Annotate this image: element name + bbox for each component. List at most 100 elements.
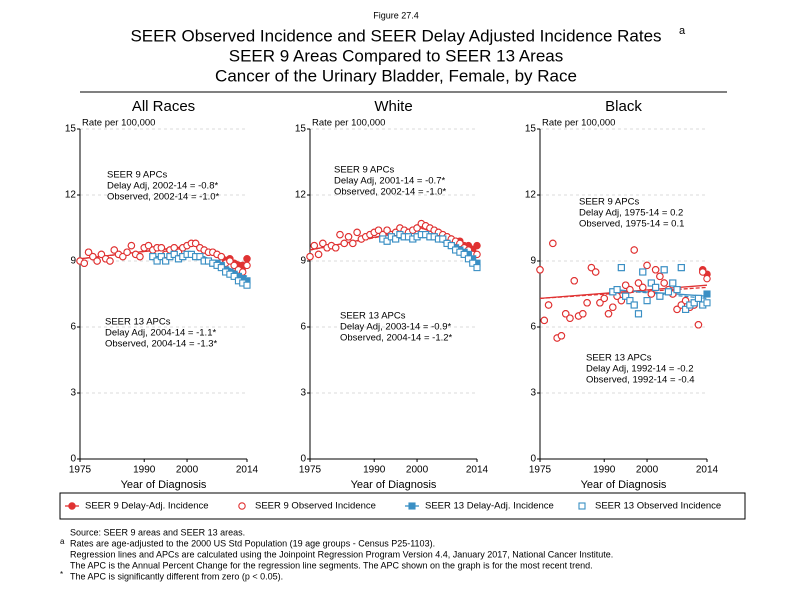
data-point — [97, 250, 106, 259]
annotation: SEER 13 APCs — [586, 353, 652, 364]
y-tick-label: 9 — [300, 256, 306, 267]
annotation: Delay Adj, 2004-14 = -1.1* — [105, 328, 216, 339]
data-point — [336, 230, 344, 239]
data-point — [127, 241, 136, 250]
data-point — [609, 303, 617, 311]
data-point — [191, 239, 200, 248]
annotation: Observed, 1975-14 = 0.1 — [579, 219, 684, 230]
data-point — [243, 261, 251, 270]
y-tick-label: 3 — [530, 388, 536, 399]
data-point — [664, 288, 673, 296]
data-point — [694, 294, 702, 302]
x-tick-label: 2014 — [696, 465, 719, 476]
legend-marker — [578, 502, 586, 510]
data-point — [110, 246, 119, 254]
data-point — [340, 239, 349, 248]
data-point — [703, 299, 711, 307]
data-point — [660, 279, 668, 287]
data-point — [622, 292, 630, 300]
data-point — [392, 235, 400, 243]
data-point — [630, 246, 638, 254]
data-point — [669, 279, 677, 287]
data-point — [413, 224, 421, 232]
y-tick-label: 0 — [530, 454, 536, 465]
annotation: SEER 9 APCs — [334, 165, 394, 176]
annotation: Delay Adj, 2002-14 = -0.8* — [107, 181, 218, 192]
legend-marker — [68, 502, 76, 510]
footnote: Rates are age-adjusted to the 2000 US St… — [70, 538, 435, 548]
data-point — [464, 255, 472, 263]
data-point — [544, 301, 553, 309]
data-point — [651, 266, 660, 274]
data-point — [243, 281, 251, 289]
y-tick-label: 12 — [525, 190, 537, 201]
data-point — [230, 272, 238, 280]
data-point — [374, 226, 383, 234]
legend-label: SEER 13 Delay-Adj. Incidence — [425, 501, 554, 512]
panel-title: White — [374, 98, 412, 115]
x-axis-label: Year of Diagnosis — [581, 479, 667, 491]
annotation: SEER 9 APCs — [579, 197, 639, 208]
data-point — [621, 281, 630, 289]
data-point — [353, 228, 361, 237]
data-point — [89, 252, 97, 261]
legend-label: SEER 9 Delay-Adj. Incidence — [85, 501, 209, 512]
data-point — [639, 283, 647, 292]
x-tick-label: 1990 — [133, 465, 156, 476]
data-point — [230, 261, 238, 270]
x-tick-label: 2000 — [176, 465, 199, 476]
data-point — [473, 264, 481, 272]
data-point — [170, 250, 178, 258]
data-point — [643, 261, 651, 270]
annotation: Delay Adj, 2003-14 = -0.9* — [340, 322, 451, 333]
panel-title: All Races — [132, 98, 195, 115]
annotation: SEER 13 APCs — [340, 311, 406, 322]
data-point — [703, 274, 711, 283]
data-point — [84, 248, 93, 256]
x-tick-label: 1975 — [529, 465, 552, 476]
data-point — [626, 285, 634, 294]
data-point — [123, 248, 131, 256]
data-point — [613, 286, 621, 294]
data-point — [243, 255, 251, 263]
data-point — [630, 301, 638, 309]
title: SEER Observed Incidence and SEER Delay A… — [130, 26, 661, 45]
y-tick-label: 15 — [65, 124, 77, 135]
data-point — [579, 310, 587, 318]
data-point — [673, 286, 681, 294]
annotation: Observed, 2002-14 = -1.0* — [334, 187, 447, 198]
y-tick-label: 0 — [300, 454, 306, 465]
data-point — [690, 299, 698, 307]
data-point — [310, 241, 319, 250]
data-point — [596, 299, 604, 307]
data-point — [383, 237, 391, 245]
footnote: Regression lines and APCs are calculated… — [70, 549, 613, 559]
footnote: Source: SEER 9 areas and SEER 13 areas. — [70, 527, 245, 537]
x-tick-label: 1990 — [593, 465, 616, 476]
data-point — [226, 257, 234, 265]
data-point — [439, 235, 447, 243]
annotation: Delay Adj, 1992-14 = -0.2 — [586, 364, 693, 375]
data-point — [703, 290, 711, 298]
annotation: Delay Adj, 1975-14 = 0.2 — [579, 208, 683, 219]
data-point — [591, 268, 600, 276]
annotation: Observed, 2002-14 = -1.0* — [107, 192, 220, 203]
annotation: Observed, 1992-14 = -0.4 — [586, 375, 695, 386]
data-point — [536, 266, 544, 274]
data-point — [217, 264, 225, 272]
data-point — [656, 272, 664, 281]
legend-marker — [408, 502, 416, 510]
data-point — [660, 266, 668, 274]
data-point — [682, 305, 690, 313]
data-point — [626, 297, 634, 305]
data-point — [460, 250, 468, 258]
data-point — [162, 257, 170, 265]
x-tick-label: 1990 — [363, 465, 386, 476]
data-point — [349, 239, 357, 248]
x-tick-label: 2000 — [636, 465, 659, 476]
y-tick-label: 3 — [70, 388, 76, 399]
y-tick-label: 0 — [70, 454, 76, 465]
data-point — [639, 268, 647, 276]
